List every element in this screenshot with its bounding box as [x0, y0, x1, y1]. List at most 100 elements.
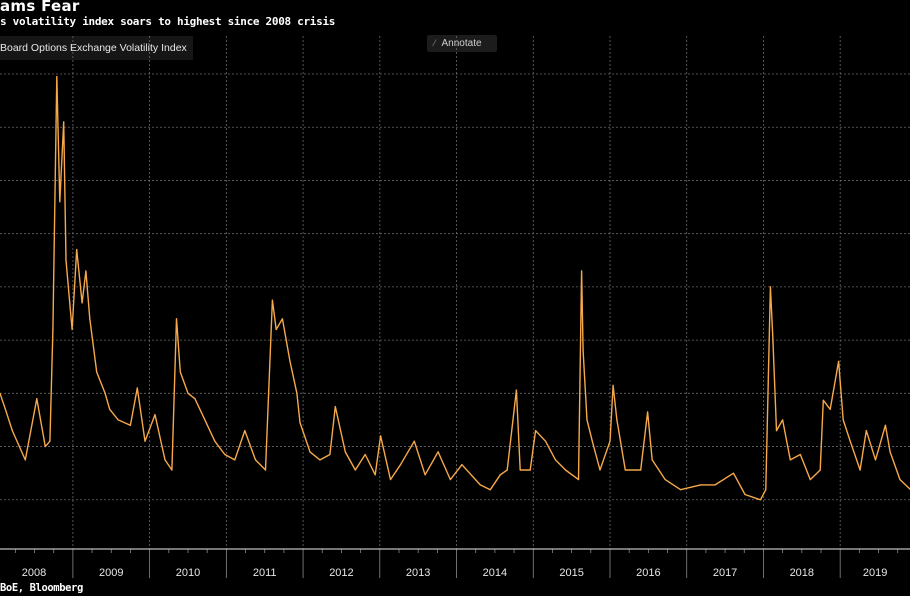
data-point	[264, 469, 267, 471]
data-point	[379, 435, 382, 437]
data-point	[664, 478, 666, 481]
data-point	[519, 469, 521, 471]
data-point	[586, 419, 588, 421]
data-point	[616, 419, 618, 421]
data-point	[344, 451, 346, 453]
data-point	[413, 440, 415, 442]
data-point	[254, 459, 257, 461]
data-point	[714, 484, 716, 486]
data-point	[52, 328, 54, 331]
data-point	[389, 478, 392, 481]
data-point	[424, 474, 426, 476]
data-point	[309, 451, 311, 453]
data-point	[865, 429, 867, 432]
data-point	[144, 440, 146, 442]
data-point	[529, 469, 531, 471]
legend-item-vix[interactable]: Board Options Exchange Volatility Index	[0, 36, 193, 60]
data-point	[104, 392, 106, 394]
data-point	[319, 459, 321, 461]
series-line-vix	[0, 76, 910, 501]
data-point	[534, 429, 537, 432]
data-point	[782, 419, 784, 421]
data-point	[775, 429, 778, 432]
data-point	[275, 328, 277, 331]
data-point	[581, 270, 583, 272]
data-point	[744, 493, 746, 496]
chart-title: ams Fear	[0, 0, 80, 15]
x-tick-label: 2019	[863, 567, 887, 579]
data-point	[809, 478, 811, 481]
data-point	[36, 398, 38, 400]
data-point	[765, 489, 767, 491]
data-point	[479, 484, 481, 486]
data-point	[599, 469, 601, 471]
data-point	[819, 469, 821, 471]
data-point	[117, 419, 119, 421]
data-point	[109, 408, 111, 410]
annotate-button[interactable]: ⁄ Annotate	[427, 35, 497, 52]
data-point	[44, 445, 46, 448]
data-point	[179, 371, 181, 373]
data-point	[651, 459, 653, 461]
data-point	[24, 459, 26, 461]
x-tick-label: 2013	[406, 567, 430, 579]
data-point	[822, 399, 824, 401]
x-tick-label: 2018	[790, 567, 814, 579]
data-point	[164, 459, 166, 461]
data-point	[289, 360, 291, 362]
pencil-icon: ⁄	[434, 38, 436, 48]
data-point	[437, 451, 439, 453]
data-point	[582, 350, 584, 352]
x-tick-label: 2009	[99, 567, 123, 579]
data-point	[96, 371, 98, 373]
data-point	[699, 484, 702, 486]
data-point	[329, 453, 331, 456]
data-point	[56, 76, 58, 78]
data-point	[171, 469, 173, 471]
data-point	[577, 478, 580, 481]
x-tick-label: 2012	[329, 567, 353, 579]
data-point	[296, 392, 298, 394]
data-point	[859, 469, 861, 471]
x-tick-label: 2014	[483, 567, 507, 579]
data-point	[399, 464, 402, 466]
data-point	[4, 408, 6, 410]
data-point	[499, 474, 501, 476]
data-point	[81, 302, 83, 304]
data-point	[564, 469, 567, 471]
data-point	[515, 389, 517, 391]
annotate-label: Annotate	[441, 38, 482, 49]
data-point	[71, 328, 73, 331]
x-tick-label: 2017	[713, 567, 737, 579]
data-point	[609, 440, 611, 442]
data-point	[829, 408, 831, 410]
x-tick-label: 2010	[176, 567, 200, 579]
data-point	[76, 249, 78, 251]
data-point	[624, 469, 626, 471]
data-point	[175, 318, 178, 320]
x-tick-label: 2011	[253, 567, 277, 579]
data-point	[646, 411, 649, 413]
x-tick-label: 2015	[559, 567, 583, 579]
data-point	[640, 469, 642, 471]
data-point	[204, 419, 206, 421]
data-point	[732, 472, 735, 474]
data-point	[65, 259, 67, 261]
data-point	[679, 489, 682, 491]
data-point	[842, 419, 844, 421]
data-point	[281, 318, 283, 320]
data-point	[884, 424, 887, 426]
data-point	[194, 398, 196, 400]
data-point	[899, 478, 901, 481]
data-point	[234, 459, 236, 461]
data-point	[187, 392, 189, 394]
data-point	[63, 121, 65, 123]
data-point	[129, 424, 132, 426]
data-point	[591, 440, 593, 442]
data-point	[49, 440, 51, 442]
data-point	[799, 453, 801, 456]
data-point	[554, 459, 557, 461]
data-point	[85, 270, 87, 272]
data-point	[506, 469, 508, 471]
